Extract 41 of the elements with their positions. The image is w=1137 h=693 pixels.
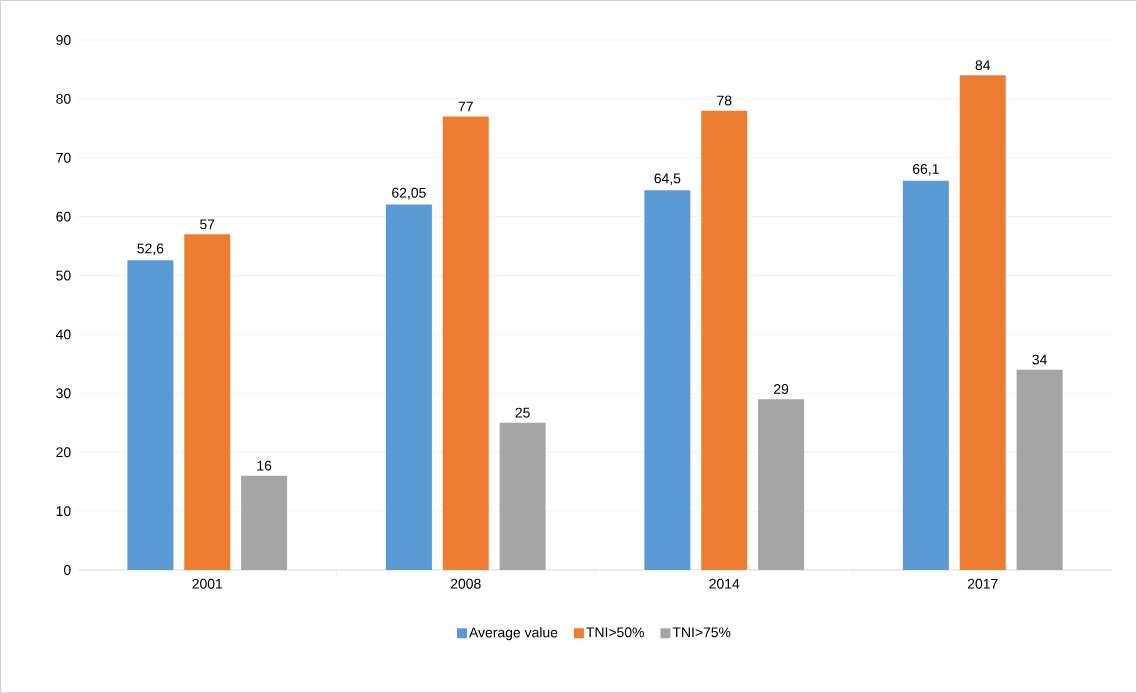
bar: [1016, 369, 1063, 570]
legend-label: TNI>75%: [672, 627, 731, 638]
bar: [758, 399, 805, 570]
bar: [499, 422, 546, 570]
x-tick-label: 2008: [450, 578, 481, 589]
data-label: 84: [975, 60, 991, 71]
y-tick-label: 70: [56, 152, 71, 163]
bar: [701, 110, 748, 570]
data-label: 62,05: [392, 187, 426, 200]
y-tick-label: 30: [56, 388, 71, 399]
data-label: 57: [200, 219, 215, 230]
x-tick-label: 2014: [709, 578, 740, 589]
bar: [644, 190, 691, 570]
data-label: 34: [1032, 354, 1047, 365]
bar: [442, 116, 489, 570]
data-label: 66,1: [912, 163, 939, 176]
bar: [959, 75, 1006, 570]
y-tick-label: 80: [56, 93, 71, 104]
data-label: 16: [257, 460, 272, 471]
y-tick-label: 0: [63, 565, 71, 575]
x-tick-label: 2017: [967, 578, 998, 589]
bar: [184, 234, 231, 570]
y-tick-label: 60: [56, 211, 71, 222]
y-tick-label: 50: [56, 270, 71, 281]
data-label: 78: [717, 95, 732, 106]
bar: [902, 180, 949, 570]
data-label: 64,5: [654, 173, 681, 185]
y-tick-label: 10: [56, 506, 71, 517]
bar: [127, 260, 174, 570]
data-label: 29: [774, 384, 789, 395]
data-label: 77: [458, 101, 473, 112]
legend-label: TNI>50%: [586, 627, 644, 638]
legend-label: Average value: [469, 627, 558, 641]
bar: [241, 475, 288, 570]
x-tick-label: 2001: [192, 578, 223, 589]
y-tick-label: 40: [55, 329, 71, 340]
data-label: 52,6: [137, 243, 164, 256]
bar: [385, 204, 432, 570]
y-tick-label: 90: [56, 35, 71, 45]
y-tick-label: 20: [56, 447, 71, 458]
data-label: 25: [515, 407, 530, 418]
